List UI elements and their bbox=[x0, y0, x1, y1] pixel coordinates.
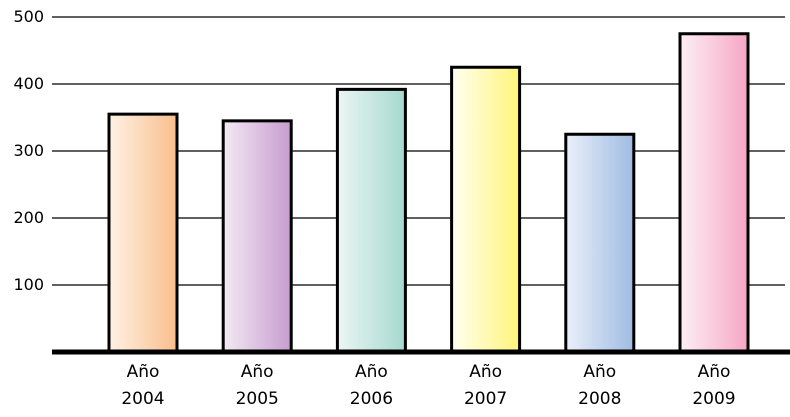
x-tick-label: 2004 bbox=[121, 389, 164, 409]
x-tick-label: Año bbox=[127, 362, 160, 382]
bar bbox=[337, 89, 405, 352]
bar bbox=[452, 67, 520, 352]
x-tick-label: Año bbox=[698, 362, 731, 382]
x-tick-label: Año bbox=[355, 362, 388, 382]
bar bbox=[109, 114, 177, 352]
x-tick-label: 2009 bbox=[692, 389, 735, 409]
x-tick-label: 2007 bbox=[464, 389, 507, 409]
bar bbox=[223, 121, 291, 352]
x-tick-label: Año bbox=[241, 362, 274, 382]
x-tick-label: 2005 bbox=[236, 389, 279, 409]
x-tick-label: 2006 bbox=[350, 389, 393, 409]
y-tick-label: 500 bbox=[13, 7, 44, 26]
y-tick-label: 300 bbox=[13, 141, 44, 160]
bar bbox=[566, 134, 634, 352]
x-tick-label: Año bbox=[469, 362, 502, 382]
y-tick-label: 400 bbox=[13, 74, 44, 93]
x-tick-label: Año bbox=[583, 362, 616, 382]
bar bbox=[680, 34, 748, 352]
y-tick-label: 200 bbox=[13, 208, 44, 227]
x-tick-label: 2008 bbox=[578, 389, 621, 409]
y-tick-label: 100 bbox=[13, 275, 44, 294]
